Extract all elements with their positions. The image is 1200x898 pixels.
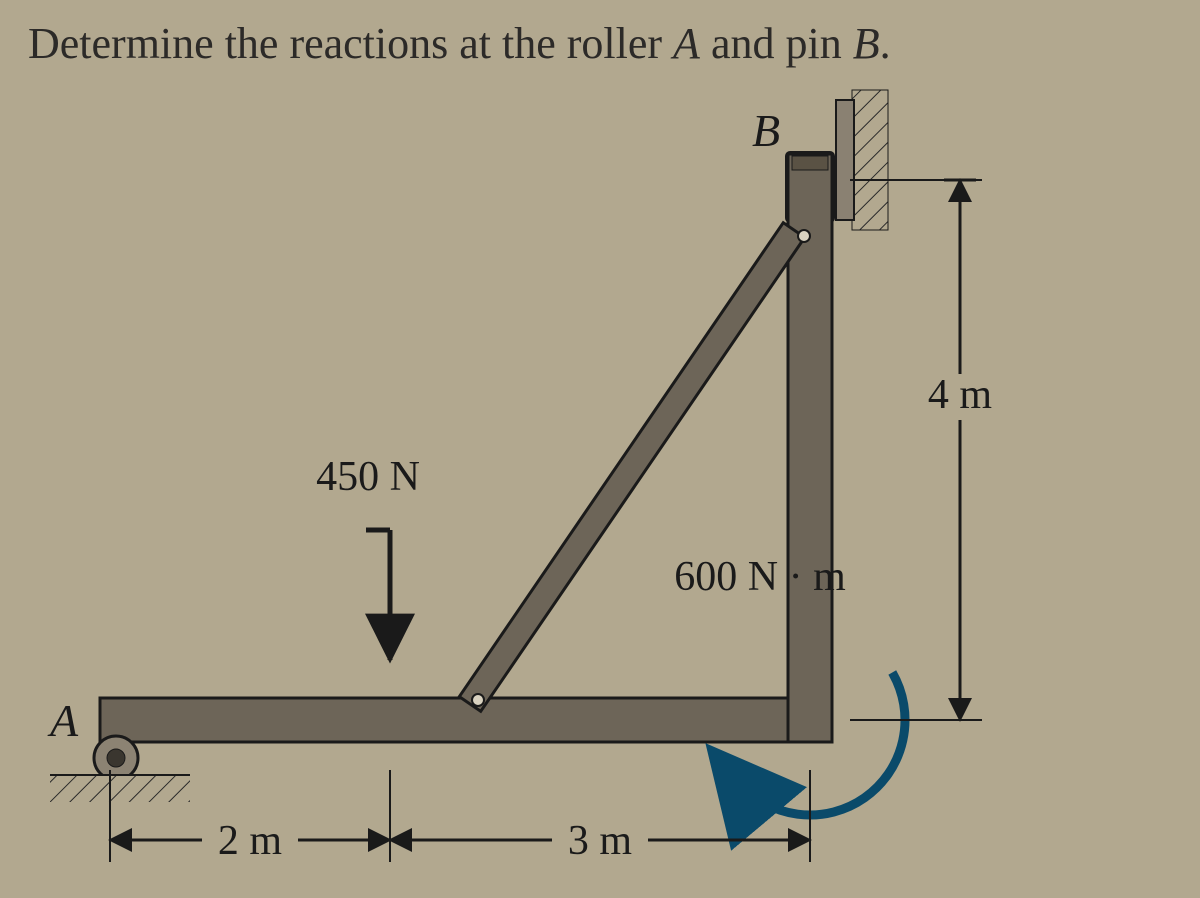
point-label-B: B bbox=[752, 105, 780, 156]
dimension-lines: 2 m 3 m 4 m bbox=[110, 180, 1010, 864]
moment-label: 600 N · m bbox=[674, 554, 846, 600]
dimension-label: 4 m bbox=[928, 372, 993, 418]
point-label-A: A bbox=[47, 695, 79, 746]
diagonal-brace bbox=[459, 223, 810, 712]
dimension-label: 3 m bbox=[568, 818, 633, 864]
dimension-label: 2 m bbox=[218, 818, 283, 864]
frame-member bbox=[100, 154, 832, 742]
structure-diagram: 450 N 600 N · m 2 m 3 m 4 m A B bbox=[0, 0, 1200, 898]
force-label: 450 N bbox=[316, 454, 420, 500]
applied-force: 450 N bbox=[316, 454, 420, 660]
